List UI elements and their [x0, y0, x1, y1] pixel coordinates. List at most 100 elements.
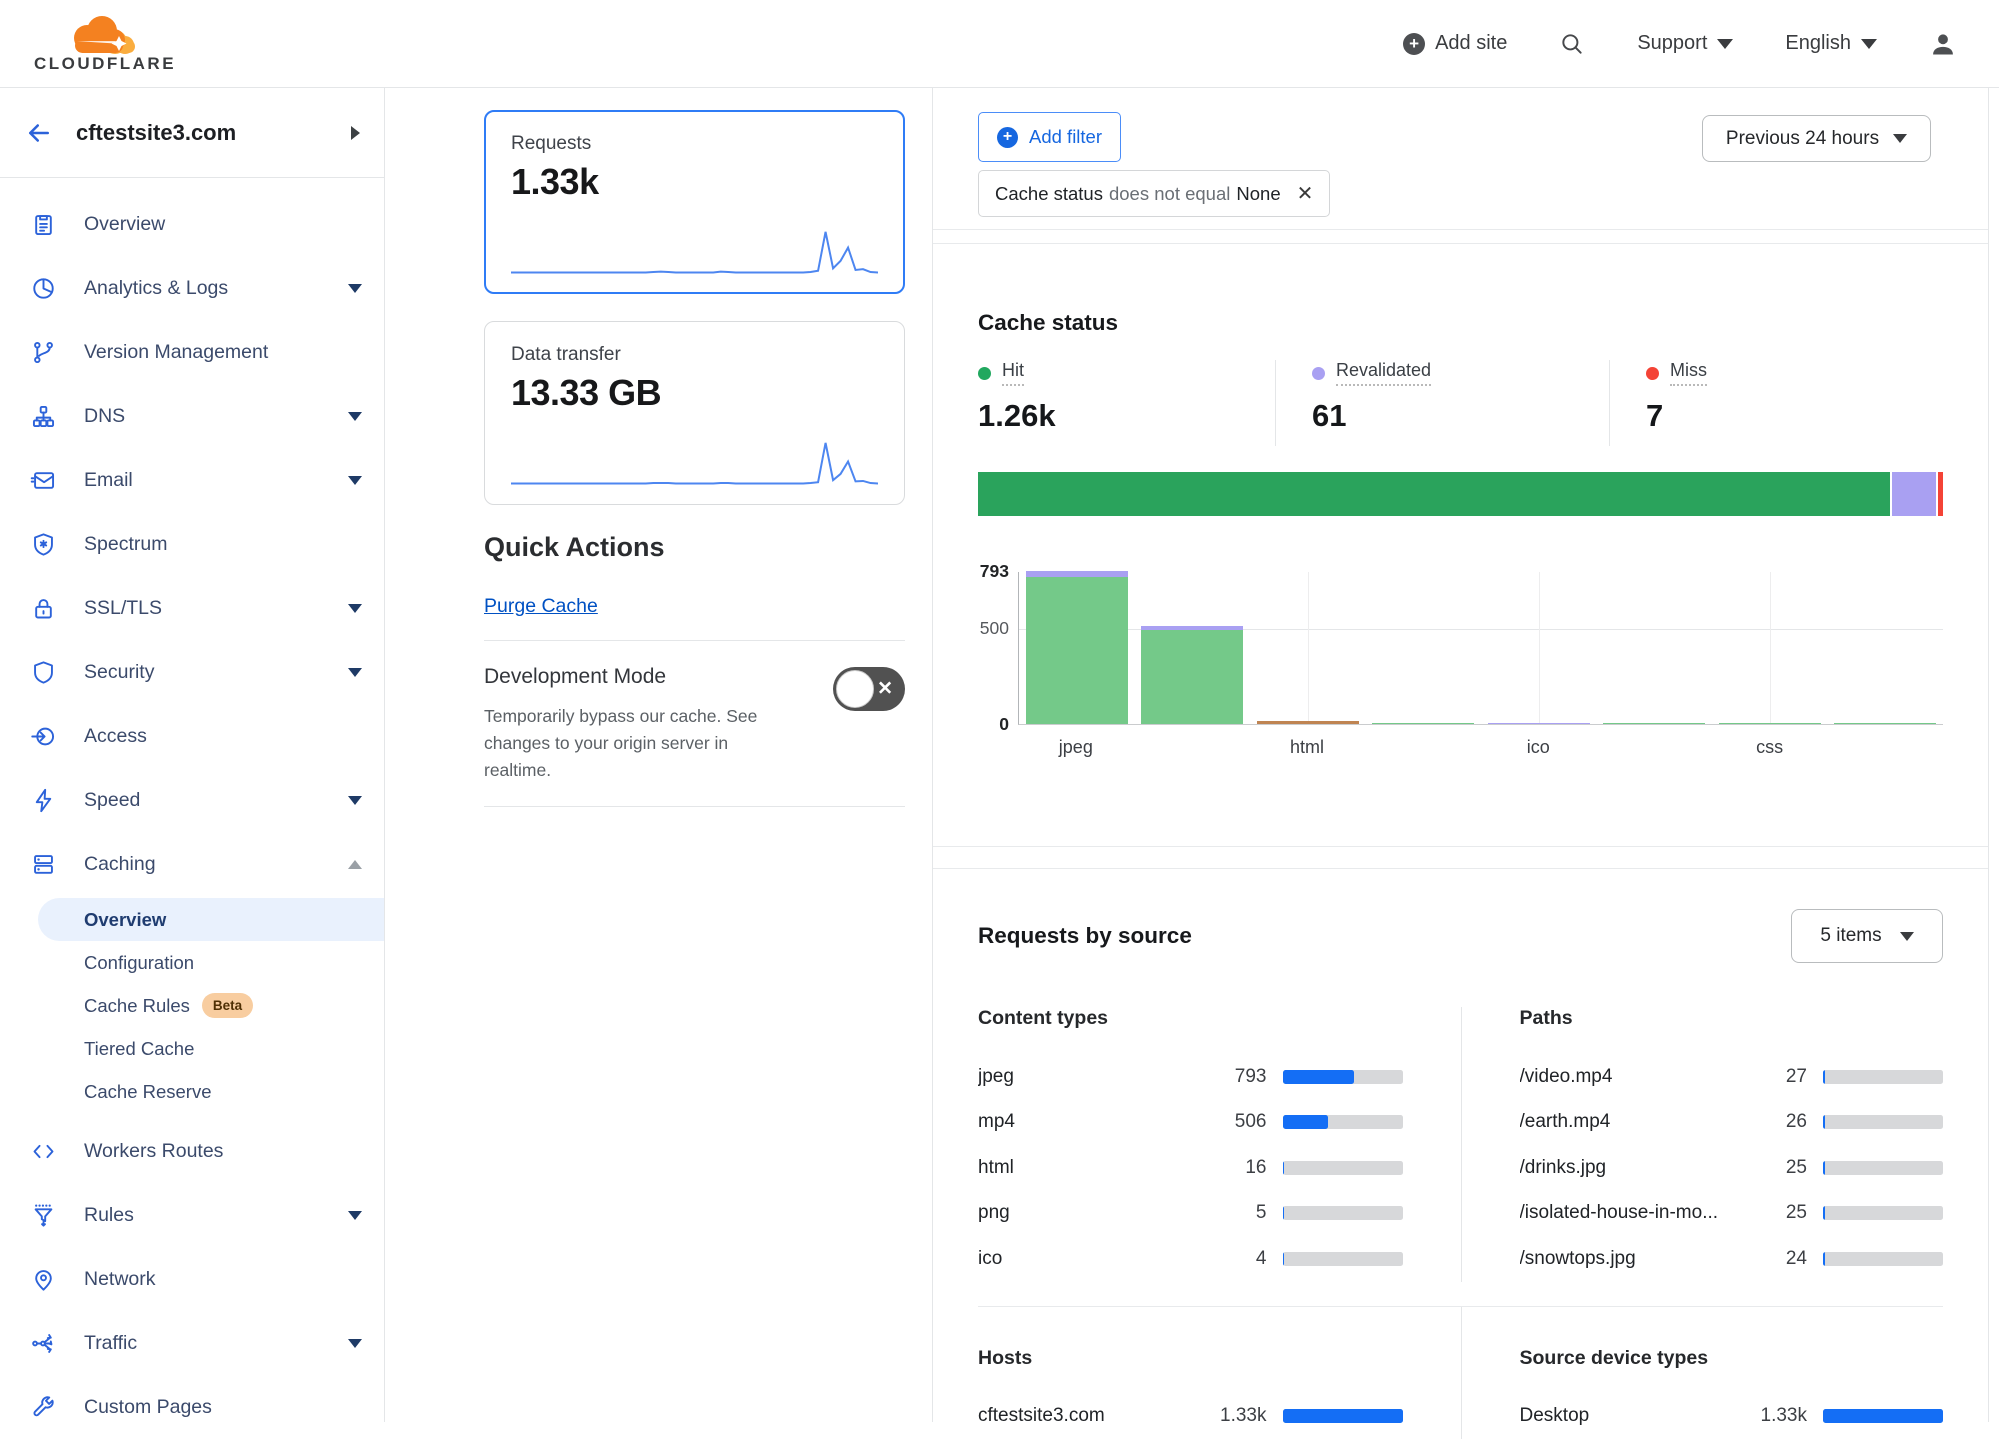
- items-count-label: 5 items: [1820, 925, 1881, 947]
- sidebar-item-custom-pages[interactable]: Custom Pages: [0, 1375, 384, 1439]
- sidebar-item-label: DNS: [84, 405, 340, 428]
- user-menu[interactable]: [1929, 30, 1957, 58]
- add-filter-button[interactable]: + Add filter: [978, 112, 1121, 162]
- data-transfer-sparkline: [511, 440, 878, 486]
- x-axis-tick: [1827, 737, 1943, 758]
- items-count-dropdown[interactable]: 5 items: [1791, 909, 1943, 963]
- support-menu[interactable]: Support: [1637, 32, 1733, 55]
- sidebar-item-workers-routes[interactable]: Workers Routes: [0, 1119, 384, 1183]
- row-label: jpeg: [978, 1066, 1215, 1088]
- row-bar-fill: [1823, 1409, 1943, 1423]
- development-mode-section: Development Mode Temporarily bypass our …: [484, 665, 905, 784]
- sidebar-item-label: Analytics & Logs: [84, 277, 340, 300]
- chart-slot: [1597, 572, 1713, 724]
- add-site-label: Add site: [1435, 32, 1507, 55]
- sidebar-subitem-configuration[interactable]: Configuration: [0, 941, 384, 984]
- user-icon: [1929, 30, 1957, 58]
- metric-card-label: Data transfer: [511, 344, 878, 366]
- sidebar-item-traffic[interactable]: Traffic: [0, 1311, 384, 1375]
- chevron-down-icon: [348, 284, 362, 293]
- row-bar-track: [1283, 1070, 1403, 1084]
- bar-segment-hit: [1141, 630, 1243, 724]
- bar-css: [1719, 723, 1821, 725]
- stat-label[interactable]: Hit: [1002, 360, 1024, 386]
- sidebar-item-dns[interactable]: DNS: [0, 384, 384, 448]
- time-range-dropdown[interactable]: Previous 24 hours: [1702, 115, 1931, 162]
- row-bar-track: [1823, 1206, 1943, 1220]
- back-arrow-icon[interactable]: [24, 118, 54, 148]
- row-bar-fill: [1283, 1161, 1285, 1175]
- search-button[interactable]: [1559, 31, 1585, 57]
- stat-label[interactable]: Miss: [1670, 360, 1707, 386]
- sidebar-item-access[interactable]: Access: [0, 704, 384, 768]
- sidebar-item-security[interactable]: Security: [0, 640, 384, 704]
- sidebar-item-label: Custom Pages: [84, 1396, 362, 1419]
- sidebar-subitem-cache-reserve[interactable]: Cache Reserve: [0, 1070, 384, 1113]
- filter-bar: + Add filter Cache status does not equal…: [933, 88, 1988, 230]
- stat-label[interactable]: Revalidated: [1336, 360, 1431, 386]
- sidebar-item-rules[interactable]: Rules: [0, 1183, 384, 1247]
- sidebar-item-caching[interactable]: Caching: [0, 832, 384, 896]
- sidebar-subitem-overview[interactable]: Overview: [38, 898, 384, 941]
- sidebar-item-label: Caching: [84, 853, 340, 876]
- cloudflare-cloud-icon: [57, 14, 153, 56]
- sidebar-item-label: Email: [84, 469, 340, 492]
- row-label: cftestsite3.com: [978, 1405, 1215, 1427]
- code-brackets-icon: [30, 1138, 57, 1165]
- language-menu[interactable]: English: [1785, 32, 1877, 55]
- sidebar-item-email[interactable]: Email: [0, 448, 384, 512]
- chevron-right-icon[interactable]: [351, 126, 360, 140]
- sidebar-item-version-management[interactable]: Version Management: [0, 320, 384, 384]
- sidebar-item-label: Spectrum: [84, 533, 362, 556]
- sidebar-subitem-tiered-cache[interactable]: Tiered Cache: [0, 1027, 384, 1070]
- requests-sparkline: [511, 229, 878, 275]
- bar-jpeg: [1026, 571, 1128, 724]
- search-icon: [1559, 31, 1585, 57]
- bar-unlabeled: [1603, 723, 1705, 725]
- bar-segment-revalidated: [1488, 723, 1590, 725]
- envelope-icon: [30, 467, 57, 494]
- sidebar-item-ssl-tls[interactable]: SSL/TLS: [0, 576, 384, 640]
- row-label: ico: [978, 1248, 1215, 1270]
- distribution-segment-revalidated: [1892, 472, 1936, 516]
- chevron-down-icon: [1861, 39, 1877, 49]
- sidebar-item-overview[interactable]: Overview: [0, 192, 384, 256]
- site-name: cftestsite3.com: [76, 120, 351, 146]
- language-label: English: [1785, 32, 1851, 55]
- add-site-button[interactable]: + Add site: [1403, 32, 1507, 55]
- table-title: Content types: [978, 1007, 1403, 1030]
- stat-value: 61: [1312, 398, 1609, 434]
- sidebar-item-label: Network: [84, 1268, 362, 1291]
- status-dot: [1646, 367, 1659, 380]
- subnav-item-label: Cache Rules: [84, 995, 190, 1017]
- stat-value: 7: [1646, 398, 1943, 434]
- x-axis-tick: html: [1249, 737, 1365, 758]
- chart-slot: [1712, 572, 1828, 724]
- row-bar-track: [1823, 1161, 1943, 1175]
- sidebar-item-network[interactable]: Network: [0, 1247, 384, 1311]
- x-axis-tick: [1134, 737, 1250, 758]
- sitemap-icon: [30, 403, 57, 430]
- chevron-down-icon: [348, 1339, 362, 1348]
- development-mode-title: Development Mode: [484, 665, 833, 689]
- sidebar-item-spectrum[interactable]: Spectrum: [0, 512, 384, 576]
- sidebar-item-analytics-logs[interactable]: Analytics & Logs: [0, 256, 384, 320]
- toggle-knob: [836, 670, 874, 708]
- purge-cache-link[interactable]: Purge Cache: [484, 595, 598, 618]
- row-bar-track: [1283, 1252, 1403, 1266]
- stat-revalidated: Revalidated 61: [1275, 360, 1609, 446]
- remove-filter-icon[interactable]: ✕: [1297, 181, 1314, 206]
- row-label: /snowtops.jpg: [1520, 1248, 1756, 1270]
- sidebar-item-speed[interactable]: Speed: [0, 768, 384, 832]
- filter-chip[interactable]: Cache status does not equal None ✕: [978, 170, 1330, 217]
- development-mode-toggle[interactable]: ✕: [833, 667, 905, 711]
